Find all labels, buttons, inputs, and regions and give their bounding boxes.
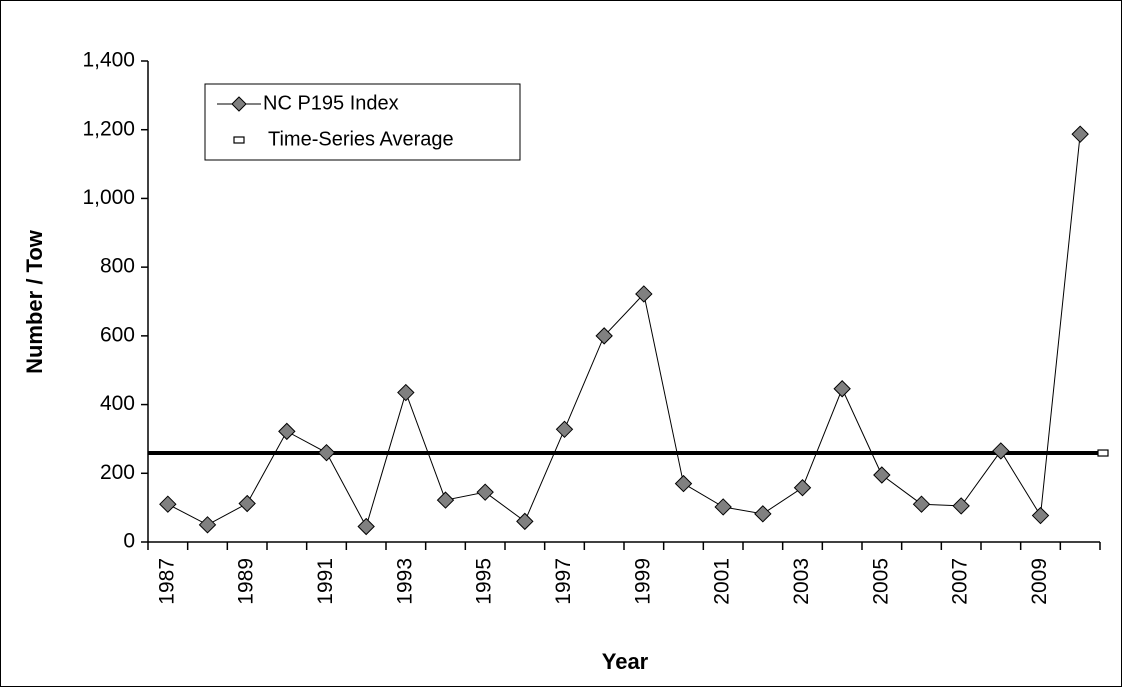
x-tick-label: 1987: [155, 558, 178, 605]
x-tick-label: 2009: [1028, 558, 1051, 605]
y-tick-label: 1,400: [82, 49, 135, 72]
data-point: [317, 443, 336, 462]
data-point: [516, 512, 534, 531]
data-point: [912, 495, 931, 513]
data-point: [476, 483, 494, 501]
x-axis-title: Year: [602, 649, 649, 674]
y-axis-title: Number / Tow: [22, 229, 47, 374]
x-tick-label: 2003: [790, 558, 813, 605]
y-tick-label: 1,200: [82, 117, 135, 140]
data-point: [674, 474, 693, 493]
data-point: [714, 498, 732, 516]
data-point: [357, 517, 375, 536]
x-tick-label: 2005: [869, 558, 892, 605]
x-tick-label: 1989: [235, 558, 258, 605]
data-point: [159, 495, 177, 513]
legend-marker: [233, 136, 245, 144]
y-tick-label: 200: [100, 461, 135, 484]
x-tick-label: 2001: [711, 558, 734, 605]
data-point: [278, 422, 296, 441]
x-tick-label: 1991: [314, 558, 337, 605]
data-point: [992, 442, 1010, 460]
average-marker: [1097, 449, 1109, 457]
data-point: [635, 285, 653, 303]
data-point: [595, 327, 613, 345]
y-tick-label: 800: [100, 255, 135, 278]
legend-marker: [231, 96, 247, 112]
data-point: [238, 494, 256, 513]
data-point: [952, 497, 970, 515]
data-point: [198, 516, 217, 534]
data-point: [833, 380, 851, 398]
x-tick-label: 1995: [473, 558, 496, 605]
x-tick-label: 1999: [631, 558, 654, 605]
data-point: [754, 505, 772, 523]
y-tick-label: 400: [100, 392, 135, 415]
data-point: [1071, 125, 1089, 143]
data-point: [397, 383, 415, 402]
legend-label: Time-Series Average: [268, 128, 454, 150]
x-tick-label: 1997: [552, 558, 575, 605]
data-point: [873, 466, 891, 484]
x-tick-label: 1993: [393, 558, 416, 605]
x-tick-label: 2007: [949, 558, 972, 605]
y-tick-label: 600: [100, 323, 135, 346]
legend-box: [204, 83, 521, 161]
data-point: [436, 491, 455, 509]
data-point: [793, 479, 812, 497]
y-tick-label: 1,000: [82, 186, 135, 209]
y-tick-label: 0: [123, 530, 135, 553]
data-point: [1031, 506, 1050, 525]
data-point: [555, 420, 574, 439]
legend-label: NC P195 Index: [263, 92, 399, 114]
